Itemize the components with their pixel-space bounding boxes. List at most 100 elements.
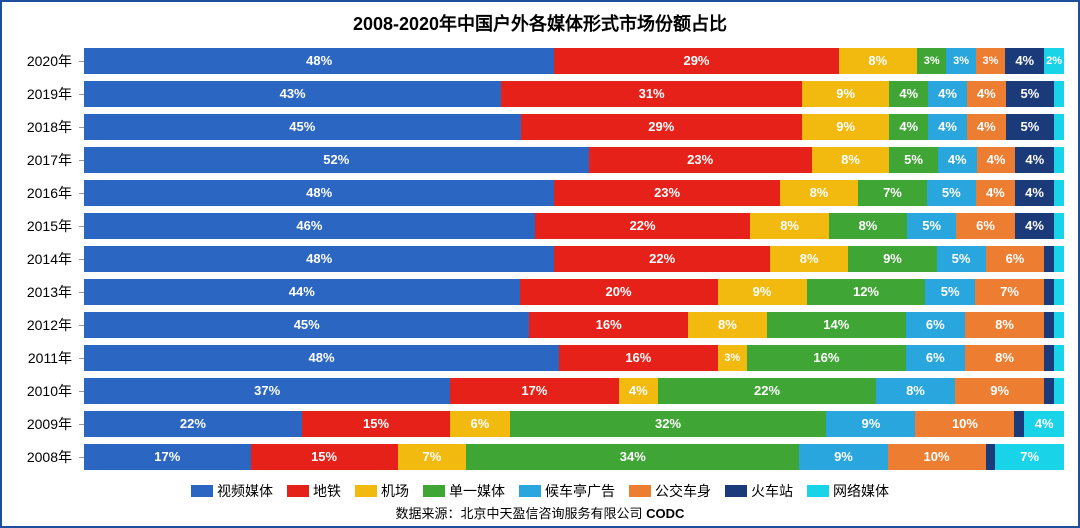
bar-segment: 6% [906,345,965,371]
bar-segment: 5% [937,246,986,272]
bar-segment: 4% [1015,180,1054,206]
bar-segment: 4% [619,378,659,404]
bar-track: 48%16%3%16%6%8% [84,345,1064,371]
bar-segment: 46% [84,213,535,239]
bar-segment: 7% [975,279,1044,305]
y-axis-label: 2013年 [16,282,78,302]
legend-item: 机场 [355,481,409,501]
y-axis-label: 2016年 [16,183,78,203]
legend-swatch [519,485,541,497]
source-line: 数据来源：北京中天盈信咨询服务有限公司 CODC [16,503,1064,522]
bar-segment [1054,246,1064,272]
bar-segment: 43% [84,81,501,107]
legend-label: 网络媒体 [833,481,889,501]
bar-segment: 6% [986,246,1045,272]
legend-item: 视频媒体 [191,481,273,501]
bar-row: 2020年48%29%8%3%3%3%4%2% [16,45,1064,77]
bar-segment: 17% [84,444,251,470]
bar-segment: 4% [938,147,977,173]
bar-segment: 9% [799,444,887,470]
y-axis-label: 2011年 [16,348,78,368]
bar-segment: 23% [589,147,812,173]
bar-segment: 4% [1005,48,1044,74]
bar-segment: 16% [529,312,687,338]
legend-item: 单一媒体 [423,481,505,501]
bar-segment: 12% [807,279,926,305]
bar-segment [1044,279,1054,305]
legend-swatch [629,485,651,497]
bar-row: 2017年52%23%8%5%4%4%4% [16,144,1064,176]
bar-segment: 16% [747,345,905,371]
legend: 视频媒体地铁机场单一媒体候车亭广告公交车身火车站网络媒体 [16,481,1064,501]
bar-segment: 6% [450,411,509,437]
bar-segment: 5% [907,213,956,239]
bar-track: 46%22%8%8%5%6%4% [84,213,1064,239]
bar-track: 45%16%8%14%6%8% [84,312,1064,338]
bar-segment [1044,345,1054,371]
legend-swatch [191,485,213,497]
bar-track: 22%15%6%32%9%10%4% [84,411,1064,437]
bar-row: 2011年48%16%3%16%6%8% [16,342,1064,374]
bar-segment: 15% [302,411,450,437]
legend-swatch [287,485,309,497]
bar-segment: 9% [848,246,936,272]
bar-segment: 15% [251,444,398,470]
legend-item: 公交车身 [629,481,711,501]
legend-label: 视频媒体 [217,481,273,501]
bar-segment: 52% [84,147,589,173]
bar-segment: 4% [1015,147,1054,173]
legend-item: 火车站 [725,481,793,501]
bar-segment [1054,213,1064,239]
chart-container: 2008-2020年中国户外各媒体形式市场份额占比 2020年48%29%8%3… [0,0,1080,528]
bar-segment: 7% [398,444,467,470]
bar-row: 2014年48%22%8%9%5%6% [16,243,1064,275]
bar-track: 52%23%8%5%4%4%4% [84,147,1064,173]
bar-segment [1044,312,1054,338]
bar-segment: 8% [876,378,955,404]
bar-segment: 8% [965,345,1044,371]
bar-row: 2016年 48%23%8%7%5%4%4% [16,177,1064,209]
bar-track: 48%23%8%7%5%4%4% [84,180,1064,206]
bar-segment: 22% [84,411,302,437]
bar-segment: 10% [915,411,1014,437]
bar-segment: 22% [554,246,770,272]
bar-row: 2009年 22%15%6%32%9%10%4% [16,408,1064,440]
bar-segment: 8% [770,246,848,272]
bar-segment: 5% [1006,81,1055,107]
legend-label: 火车站 [751,481,793,501]
bar-segment: 45% [84,114,521,140]
bar-segment: 29% [554,48,838,74]
bar-segment: 6% [906,312,965,338]
bar-segment [1054,345,1064,371]
bar-track: 48%22%8%9%5%6% [84,246,1064,272]
bar-segment: 34% [466,444,799,470]
source-bold: CODC [646,506,684,521]
bar-segment: 2% [1044,48,1064,74]
bar-segment: 9% [955,378,1044,404]
bar-segment: 5% [925,279,974,305]
bar-segment: 3% [718,345,748,371]
bar-segment: 8% [780,180,858,206]
bar-segment: 9% [802,81,889,107]
y-axis-label: 2009年 [16,414,78,434]
bar-segment: 8% [812,147,890,173]
y-axis-label: 2018年 [16,117,78,137]
bar-segment: 4% [928,114,967,140]
y-axis-label: 2012年 [16,315,78,335]
bar-track: 17%15%7%34%9%10%7% [84,444,1064,470]
bar-segment [1054,279,1064,305]
bar-segment: 48% [84,48,554,74]
bar-track: 45%29%9%4%4%4%5% [84,114,1064,140]
bar-segment: 8% [829,213,907,239]
bar-row: 2010年37%17%4%22%8%9% [16,375,1064,407]
bar-segment [1054,180,1064,206]
bar-segment [1044,378,1054,404]
bar-segment: 9% [826,411,915,437]
legend-swatch [807,485,829,497]
legend-label: 机场 [381,481,409,501]
bar-row: 2013年44%20%9%12%5%7% [16,276,1064,308]
legend-label: 候车亭广告 [545,481,615,501]
legend-item: 候车亭广告 [519,481,615,501]
bar-track: 48%29%8%3%3%3%4%2% [84,48,1064,74]
y-axis-label: 2015年 [16,216,78,236]
